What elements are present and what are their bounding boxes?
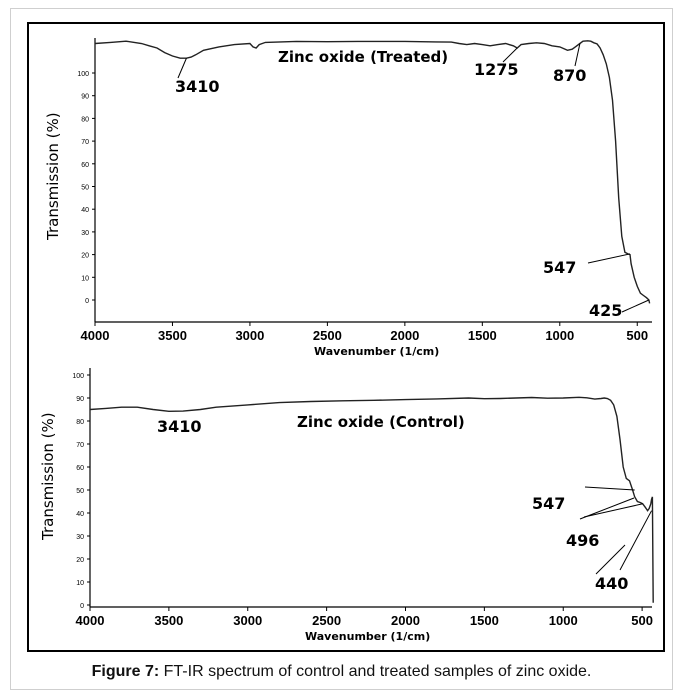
figure-caption: Figure 7: FT-IR spectrum of control and … bbox=[0, 663, 683, 681]
y-tick-label: 70 bbox=[76, 442, 84, 449]
y-tick-label: 20 bbox=[76, 557, 84, 564]
annotation-496: 496 bbox=[566, 531, 599, 550]
x-tick-label: 1500 bbox=[468, 328, 497, 343]
control-y-axis-label: Transmission (%) bbox=[39, 412, 57, 541]
treated-y-ticks: 0 10 20 30 40 50 60 70 80 90 100 bbox=[77, 71, 95, 305]
y-tick-label: 30 bbox=[81, 230, 89, 237]
annotation-leader-line bbox=[502, 47, 518, 63]
y-tick-label: 90 bbox=[81, 94, 89, 101]
figure-frame bbox=[10, 8, 673, 690]
caption-text: FT-IR spectrum of control and treated sa… bbox=[159, 663, 592, 680]
y-tick-label: 60 bbox=[76, 465, 84, 472]
annotation-870: 870 bbox=[553, 66, 586, 85]
y-tick-label: 90 bbox=[76, 396, 84, 403]
x-tick-label: 1000 bbox=[549, 613, 578, 628]
x-tick-label: 1000 bbox=[545, 328, 574, 343]
y-tick-label: 0 bbox=[85, 298, 89, 305]
treated-spectrum-line bbox=[94, 40, 651, 304]
y-tick-label: 50 bbox=[81, 185, 89, 192]
x-tick-label: 2000 bbox=[391, 613, 420, 628]
y-tick-label: 20 bbox=[81, 253, 89, 260]
annotation-425: 425 bbox=[589, 301, 622, 320]
y-tick-label: 60 bbox=[81, 162, 89, 169]
x-tick-label: 4000 bbox=[81, 328, 110, 343]
y-tick-label: 10 bbox=[81, 275, 89, 282]
y-tick-label: 50 bbox=[76, 488, 84, 495]
treated-annotation-lines bbox=[177, 43, 650, 313]
x-tick-label: 3500 bbox=[154, 613, 183, 628]
y-tick-label: 0 bbox=[80, 603, 84, 610]
annotation-leader-line bbox=[574, 43, 581, 67]
y-tick-label: 100 bbox=[72, 373, 84, 380]
annotation-leader-line bbox=[583, 503, 643, 518]
control-spectrum-line bbox=[89, 396, 654, 603]
x-tick-label: 4000 bbox=[76, 613, 105, 628]
treated-x-axis-label: Wavenumber (1/cm) bbox=[314, 345, 439, 358]
treated-y-axis-label: Transmission (%) bbox=[44, 112, 62, 241]
annotation-leader-line bbox=[621, 299, 650, 313]
annotation-1275: 1275 bbox=[474, 60, 519, 79]
y-tick-label: 100 bbox=[77, 71, 89, 78]
annotation-547-control: 547 bbox=[532, 494, 565, 513]
annotation-leader-line bbox=[619, 510, 653, 571]
control-chart: 0 10 20 30 40 50 60 70 80 90 100 4000 3500 3000 2500 2… bbox=[39, 368, 654, 643]
treated-x-ticks: 4000 3500 3000 2500 2000 1500 1000 500 bbox=[81, 322, 648, 343]
y-tick-label: 80 bbox=[81, 116, 89, 123]
annotation-3410-treated: 3410 bbox=[175, 77, 220, 96]
control-x-axis-label: Wavenumber (1/cm) bbox=[305, 630, 430, 643]
x-tick-label: 3000 bbox=[233, 613, 262, 628]
x-tick-label: 2500 bbox=[312, 613, 341, 628]
annotation-leader-line bbox=[177, 58, 187, 79]
y-tick-label: 80 bbox=[76, 419, 84, 426]
caption-label: Figure 7: bbox=[91, 663, 160, 680]
x-tick-label: 3500 bbox=[158, 328, 187, 343]
control-chart-title: Zinc oxide (Control) bbox=[297, 413, 465, 431]
plot-frame bbox=[27, 22, 665, 652]
x-tick-label: 2000 bbox=[390, 328, 419, 343]
annotation-3410-control: 3410 bbox=[157, 417, 202, 436]
annotation-leader-line bbox=[579, 497, 635, 520]
treated-chart: 0 10 20 30 40 50 60 70 80 90 100 4000 3500 3000 2500 2… bbox=[44, 38, 652, 358]
annotation-leader-line bbox=[587, 253, 631, 264]
annotation-440: 440 bbox=[595, 574, 628, 593]
y-tick-label: 30 bbox=[76, 534, 84, 541]
x-tick-label: 2500 bbox=[313, 328, 342, 343]
x-tick-label: 500 bbox=[626, 328, 648, 343]
x-tick-label: 500 bbox=[631, 613, 653, 628]
annotation-leader-line bbox=[584, 486, 635, 491]
y-tick-label: 40 bbox=[81, 207, 89, 214]
y-tick-label: 70 bbox=[81, 139, 89, 146]
control-x-ticks: 4000 3500 3000 2500 2000 1500 1000 500 bbox=[76, 607, 653, 628]
control-y-ticks: 0 10 20 30 40 50 60 70 80 90 100 bbox=[72, 373, 90, 610]
y-tick-label: 10 bbox=[76, 580, 84, 587]
annotation-547-treated: 547 bbox=[543, 258, 576, 277]
treated-chart-title: Zinc oxide (Treated) bbox=[278, 48, 448, 66]
annotation-leader-line bbox=[595, 544, 626, 575]
y-tick-label: 40 bbox=[76, 511, 84, 518]
x-tick-label: 3000 bbox=[235, 328, 264, 343]
control-annotation-lines bbox=[579, 486, 653, 575]
x-tick-label: 1500 bbox=[470, 613, 499, 628]
